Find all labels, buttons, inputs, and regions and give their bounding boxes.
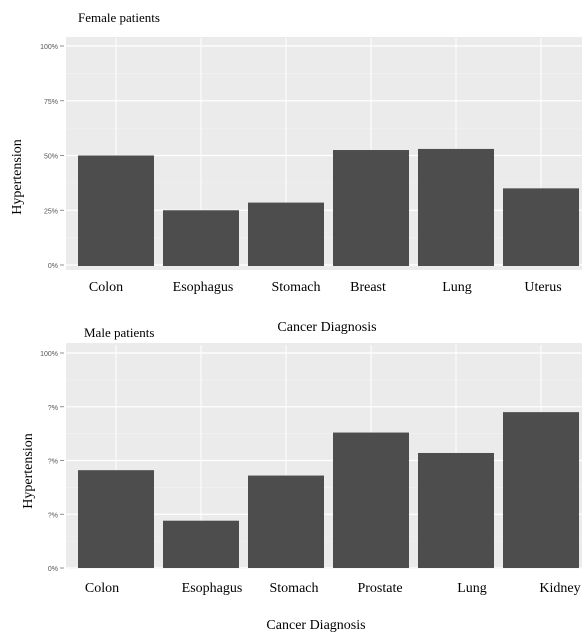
y-tick-label: 0%: [48, 566, 58, 573]
y-tick-label: 25%: [44, 208, 58, 215]
x-tick-label: Breast: [350, 280, 386, 295]
chart1-x-axis-label: Cancer Diagnosis: [277, 320, 376, 335]
y-tick-label: ?%: [48, 459, 58, 466]
x-tick-label: Colon: [85, 581, 119, 596]
chart1-y-ticks: 0% 25% 50% 75% 100%: [40, 44, 64, 270]
bar-prostate: [333, 432, 409, 568]
chart2-x-ticks: Colon Esophagus Stomach Prostate Lung Kidney: [85, 581, 581, 596]
chart2-bars: [78, 412, 579, 568]
chart1-title: Female patients: [78, 10, 160, 25]
bar-esophagus: [163, 520, 239, 568]
y-tick-label: 50%: [44, 154, 58, 161]
x-tick-label: Stomach: [272, 280, 321, 295]
y-tick-label: 75%: [44, 99, 58, 106]
chart2-title: Male patients: [84, 325, 154, 340]
bar-colon: [78, 155, 154, 266]
x-tick-label: Kidney: [539, 581, 580, 596]
chart1-x-ticks: Colon Esophagus Stomach Breast Lung Uterus: [89, 280, 562, 295]
bar-colon: [78, 470, 154, 568]
chart2-y-axis-label: Hypertension: [21, 433, 36, 508]
bar-stomach: [248, 202, 324, 266]
chart1-bars: [78, 148, 579, 266]
x-tick-label: Esophagus: [182, 581, 243, 596]
y-tick-label: 100%: [40, 351, 58, 358]
bar-lung: [418, 148, 494, 266]
x-tick-label: Uterus: [524, 280, 561, 295]
bar-kidney: [503, 412, 579, 568]
chart2-x-axis-label: Cancer Diagnosis: [266, 618, 365, 633]
y-tick-label: 100%: [40, 44, 58, 51]
bar-lung: [418, 452, 494, 568]
x-tick-label: Lung: [442, 280, 472, 295]
chart1-y-axis-label: Hypertension: [10, 139, 25, 214]
bar-esophagus: [163, 210, 239, 266]
x-tick-label: Stomach: [270, 581, 319, 596]
bar-uterus: [503, 188, 579, 266]
y-tick-label: ?%: [48, 405, 58, 412]
bar-stomach: [248, 475, 324, 568]
bar-breast: [333, 150, 409, 266]
x-tick-label: Colon: [89, 280, 123, 295]
chart2-y-ticks: 0%?%?%?% 100%: [40, 351, 64, 573]
x-tick-label: Lung: [457, 581, 487, 596]
y-tick-label: 0%: [48, 263, 58, 270]
x-tick-label: Prostate: [357, 581, 402, 596]
x-tick-label: Esophagus: [173, 280, 234, 295]
y-tick-label: ?%: [48, 512, 58, 519]
